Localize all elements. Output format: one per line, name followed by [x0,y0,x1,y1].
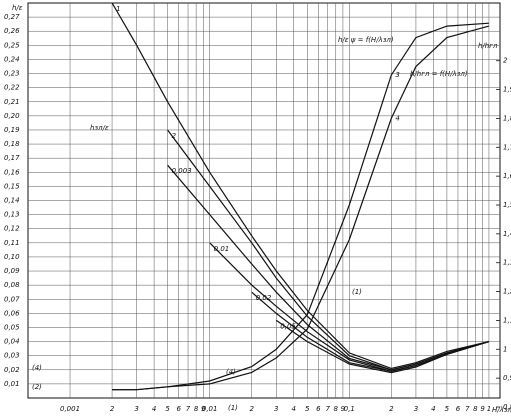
y-tick-label: 0,02 [4,366,20,374]
x-tick-label: 7 [325,405,330,413]
annotation: (2) [32,383,42,391]
annotation: h/hгл = f(H/λзл) [410,70,468,78]
y-tick-label: 0,06 [4,309,20,317]
y2-tick-label: 0,8 [503,403,511,411]
x-tick-label: 6 [176,405,181,413]
x-tick-label: 7 [465,405,470,413]
curve [112,25,490,391]
curve-label: 0,003 [172,167,192,175]
y-tick-label: 0,19 [4,126,20,134]
y-tick-label: 0,09 [4,267,20,275]
annotation: (4) [226,368,236,376]
y2-tick-label: 1,1 [503,316,511,324]
curve-label: 4 [395,114,399,122]
y-tick-label: 0,04 [4,338,20,346]
x-tick-label: 1 [487,405,491,413]
annotation: (1) [228,404,238,412]
x-tick-label: 8 [194,405,199,413]
x-tick-label: 4 [431,405,435,413]
x-tick-label: 3 [414,405,418,413]
y2-tick-label: 1,3 [503,259,511,267]
x-tick-label: 6 [456,405,461,413]
y-tick-label: 0,24 [4,55,20,63]
x-tick-label: 0,1 [344,405,355,413]
x-tick-label: 4 [152,405,156,413]
x-tick-label: 2 [389,405,394,413]
x-tick-label: 5 [165,405,170,413]
y2-tick-label: 1,9 [503,86,511,94]
y-tick-label: 0,23 [4,70,20,78]
annotation: h/ε ψ = f(H/λзл) [338,36,394,44]
x-tick-label: 9 [201,405,206,413]
curve-label: 2 [172,132,177,140]
y-tick-label: 0,11 [4,239,20,247]
y-tick-label: 0,07 [4,295,20,303]
y2-tick-label: 1,2 [503,288,511,296]
x-tick-label: 8 [334,405,339,413]
annotation: hзл/ε [90,124,109,132]
y2-tick-label: 1 [503,345,507,353]
curve-label: 3 [395,71,399,79]
x-tick-label: 9 [480,405,485,413]
annotation: (1) [352,288,362,296]
x-tick-label: 9 [341,405,346,413]
y-tick-label: 0,18 [4,140,20,148]
y-tick-label: 0,27 [4,13,20,21]
y2-tick-label: 1,4 [503,230,511,238]
x-tick-label: 3 [274,405,278,413]
y-tick-label: 0,10 [4,253,20,261]
x-tick-label: 5 [445,405,450,413]
curve-label: 0,05 [280,322,296,330]
x-tick-label: 3 [134,405,138,413]
y-tick-label: 0,25 [4,41,20,49]
y-tick-label: 0,15 [4,182,20,190]
y-tick-label: 0,08 [4,281,20,289]
x-tick-label: 8 [473,405,478,413]
y-axis-label: h/ε [12,4,23,12]
x-tick-label: 7 [186,405,191,413]
y2-tick-label: 2 [503,57,508,65]
y2-axis-label: h/hгл [478,42,498,50]
y2-tick-label: 1,8 [503,114,511,122]
x-tick-label: 5 [305,405,310,413]
y2-tick-label: 1,6 [503,172,511,180]
x-axis-label: H/λзл [492,406,511,414]
x-tick-label: 2 [249,405,254,413]
x-tick-label: 0,001 [60,405,80,413]
y-tick-label: 0,16 [4,168,20,176]
y-tick-label: 0,05 [4,323,20,331]
x-tick-label: 4 [292,405,296,413]
annotation: (4) [32,364,42,372]
y-tick-label: 0,13 [4,211,20,219]
x-tick-label: 2 [110,405,115,413]
y-tick-label: 0,20 [4,112,20,120]
y2-tick-label: 1,7 [503,143,511,151]
y2-tick-label: 1,5 [503,201,511,209]
y-tick-label: 0,01 [4,380,20,388]
curve [167,164,490,371]
curve [111,2,490,370]
y2-tick-label: 0,9 [503,374,511,382]
curve-label: 1 [116,5,120,13]
curve-label: 0,01 [214,245,230,253]
y-tick-label: 0,03 [4,352,20,360]
y-tick-label: 0,17 [4,154,20,162]
y-tick-label: 0,12 [4,225,20,233]
x-tick-label: 0,01 [202,405,218,413]
x-tick-label: 6 [316,405,321,413]
y-tick-label: 0,22 [4,84,20,92]
curve-label: 0,02 [256,294,272,302]
y-tick-label: 0,21 [4,98,20,106]
y-tick-label: 0,14 [4,197,20,205]
curve [275,319,490,374]
y-tick-label: 0,26 [4,27,20,35]
